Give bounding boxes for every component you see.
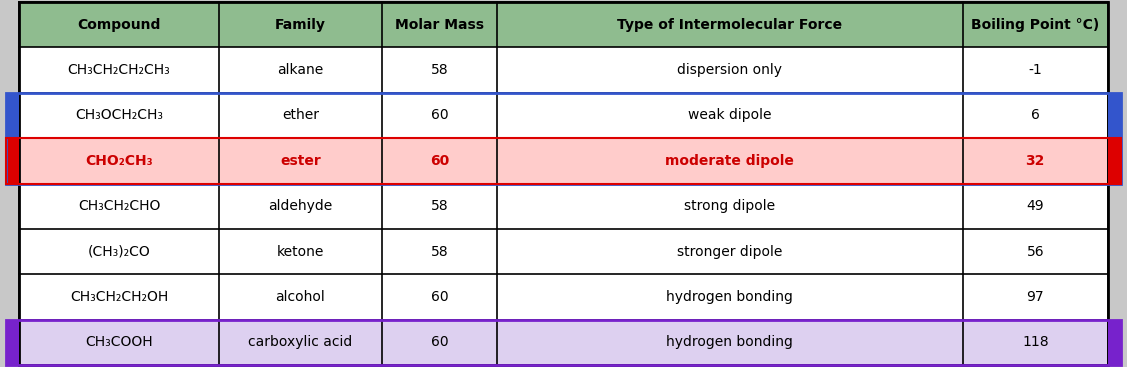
Text: moderate dipole: moderate dipole: [665, 154, 795, 168]
Text: Boiling Point °C): Boiling Point °C): [971, 18, 1099, 32]
Text: CH₃CH₂CH₂OH: CH₃CH₂CH₂OH: [70, 290, 168, 304]
Bar: [19, 320, 219, 365]
Text: 58: 58: [431, 63, 449, 77]
Bar: [382, 92, 497, 138]
Text: -1: -1: [1028, 63, 1042, 77]
Bar: [962, 2, 1108, 47]
Bar: [219, 229, 382, 275]
Text: 32: 32: [1026, 154, 1045, 168]
Bar: [19, 2, 219, 47]
Bar: [962, 274, 1108, 320]
Bar: [382, 138, 497, 184]
Bar: [962, 138, 1108, 184]
Text: 60: 60: [431, 335, 449, 349]
Bar: [219, 184, 382, 229]
Bar: [19, 184, 219, 229]
Bar: [1108, 92, 1121, 184]
Bar: [219, 2, 382, 47]
Text: ether: ether: [282, 108, 319, 122]
Bar: [382, 274, 497, 320]
Text: hydrogen bonding: hydrogen bonding: [666, 335, 793, 349]
Text: ketone: ketone: [277, 245, 325, 259]
Bar: [962, 320, 1108, 365]
Bar: [219, 320, 382, 365]
Bar: [497, 274, 962, 320]
Text: 56: 56: [1027, 245, 1044, 259]
Text: 60: 60: [431, 290, 449, 304]
Text: strong dipole: strong dipole: [684, 199, 775, 213]
Text: Compound: Compound: [78, 18, 161, 32]
Bar: [19, 47, 219, 93]
Bar: [6, 138, 19, 184]
Bar: [497, 92, 962, 138]
Text: Type of Intermolecular Force: Type of Intermolecular Force: [618, 18, 842, 32]
Bar: [219, 47, 382, 93]
Bar: [382, 47, 497, 93]
Bar: [382, 320, 497, 365]
Text: CH₃CH₂CH₂CH₃: CH₃CH₂CH₂CH₃: [68, 63, 170, 77]
Text: 97: 97: [1027, 290, 1044, 304]
Text: Molar Mass: Molar Mass: [394, 18, 483, 32]
Bar: [497, 2, 962, 47]
Bar: [19, 92, 219, 138]
Text: CH₃OCH₂CH₃: CH₃OCH₂CH₃: [76, 108, 163, 122]
Bar: [219, 274, 382, 320]
Text: dispersion only: dispersion only: [677, 63, 782, 77]
Bar: [219, 92, 382, 138]
Text: aldehyde: aldehyde: [268, 199, 332, 213]
Bar: [497, 320, 962, 365]
Text: carboxylic acid: carboxylic acid: [248, 335, 353, 349]
Text: 60: 60: [431, 108, 449, 122]
Text: hydrogen bonding: hydrogen bonding: [666, 290, 793, 304]
Bar: [497, 184, 962, 229]
Bar: [382, 184, 497, 229]
Bar: [497, 138, 962, 184]
Text: alcohol: alcohol: [275, 290, 326, 304]
Text: weak dipole: weak dipole: [689, 108, 772, 122]
Bar: [19, 229, 219, 275]
Text: (CH₃)₂CO: (CH₃)₂CO: [88, 245, 150, 259]
Bar: [382, 229, 497, 275]
Text: 58: 58: [431, 245, 449, 259]
Text: ester: ester: [279, 154, 321, 168]
Text: CH₃CH₂CHO: CH₃CH₂CHO: [78, 199, 160, 213]
Bar: [962, 184, 1108, 229]
Text: alkane: alkane: [277, 63, 323, 77]
Bar: [6, 92, 1121, 184]
Bar: [382, 2, 497, 47]
Bar: [219, 138, 382, 184]
Bar: [497, 229, 962, 275]
Text: CH₃COOH: CH₃COOH: [86, 335, 153, 349]
Text: 58: 58: [431, 199, 449, 213]
Bar: [19, 274, 219, 320]
Text: 49: 49: [1027, 199, 1044, 213]
Bar: [1108, 138, 1121, 184]
Bar: [962, 92, 1108, 138]
Text: CHO₂CH₃: CHO₂CH₃: [86, 154, 153, 168]
Bar: [6, 138, 1121, 184]
Text: 60: 60: [429, 154, 450, 168]
Bar: [6, 320, 1121, 365]
Bar: [19, 138, 219, 184]
Bar: [6, 320, 19, 365]
Bar: [962, 47, 1108, 93]
Text: 118: 118: [1022, 335, 1048, 349]
Bar: [497, 47, 962, 93]
Bar: [6, 92, 19, 184]
Text: Family: Family: [275, 18, 326, 32]
Text: 6: 6: [1031, 108, 1040, 122]
Bar: [1108, 320, 1121, 365]
Bar: [962, 229, 1108, 275]
Text: stronger dipole: stronger dipole: [677, 245, 782, 259]
